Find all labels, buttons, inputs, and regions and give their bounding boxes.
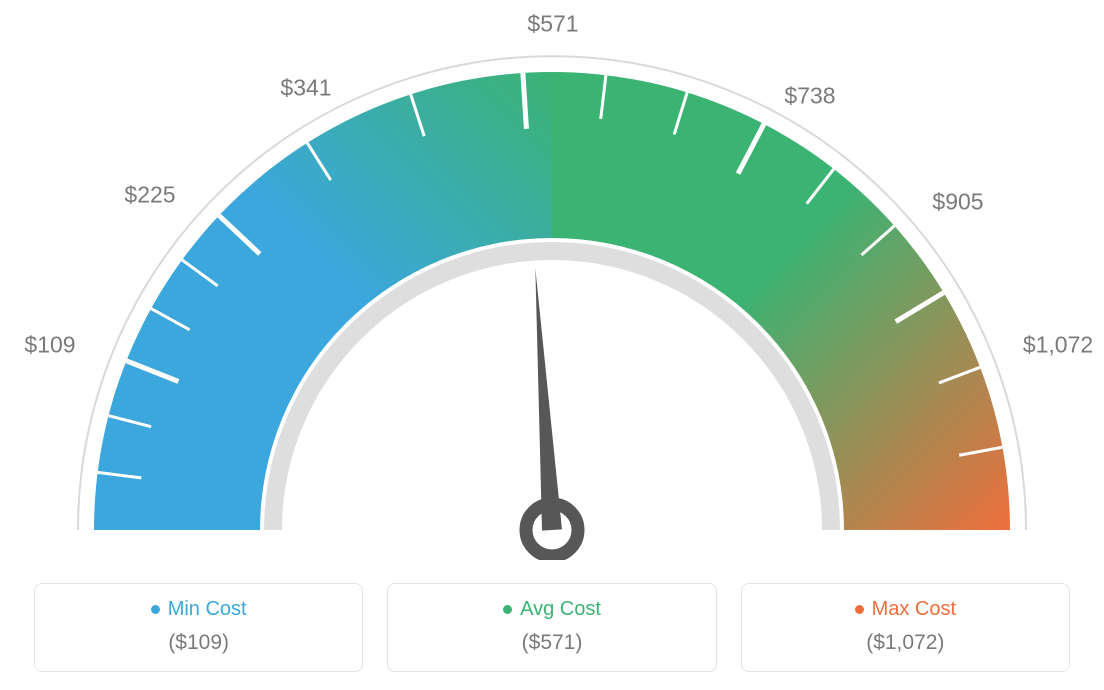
gauge-tick-label: $109 <box>24 332 75 359</box>
dot-icon <box>503 605 512 614</box>
legend-title-avg: Avg Cost <box>503 598 601 621</box>
gauge-tick-label: $571 <box>527 11 578 38</box>
gauge-tick-label: $905 <box>932 189 983 216</box>
legend-value-max: ($1,072) <box>752 631 1059 655</box>
legend-title-min: Min Cost <box>151 598 247 621</box>
legend-title-max: Max Cost <box>855 598 956 621</box>
gauge-tick-label: $1,072 <box>1023 332 1093 359</box>
dot-icon <box>855 605 864 614</box>
gauge-tick-label: $738 <box>784 83 835 110</box>
dot-icon <box>151 605 160 614</box>
legend-value-avg: ($571) <box>398 631 705 655</box>
gauge-chart: $109 $225 $341 $571 $738 $905 $1,072 <box>0 0 1104 560</box>
legend-title-text: Min Cost <box>168 598 247 621</box>
legend-card-min: Min Cost ($109) <box>34 583 363 672</box>
legend-card-max: Max Cost ($1,072) <box>741 583 1070 672</box>
gauge-tick-label: $225 <box>124 182 175 209</box>
legend-value-min: ($109) <box>45 631 352 655</box>
legend-row: Min Cost ($109) Avg Cost ($571) Max Cost… <box>0 583 1104 672</box>
gauge-svg <box>0 0 1104 560</box>
gauge-tick-label: $341 <box>280 75 331 102</box>
legend-title-text: Avg Cost <box>520 598 601 621</box>
legend-card-avg: Avg Cost ($571) <box>387 583 716 672</box>
legend-title-text: Max Cost <box>872 598 956 621</box>
